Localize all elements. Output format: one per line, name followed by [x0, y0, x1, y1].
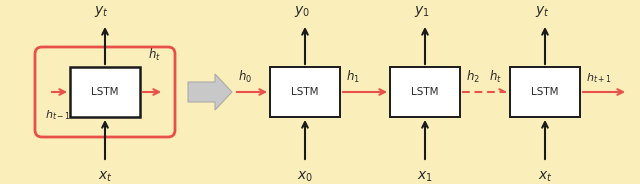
Text: $y_t$: $y_t$	[93, 4, 108, 19]
Text: $h_{t-1}$: $h_{t-1}$	[45, 108, 71, 122]
FancyBboxPatch shape	[270, 67, 340, 117]
Text: LSTM: LSTM	[531, 87, 559, 97]
Text: $h_1$: $h_1$	[346, 69, 360, 85]
Text: $h_{t+1}$: $h_{t+1}$	[586, 71, 612, 85]
Text: $x_t$: $x_t$	[538, 170, 552, 184]
Text: LSTM: LSTM	[92, 87, 119, 97]
Polygon shape	[188, 74, 232, 110]
FancyBboxPatch shape	[390, 67, 460, 117]
Text: $x_1$: $x_1$	[417, 170, 433, 184]
Text: $h_0$: $h_0$	[238, 69, 252, 85]
Text: $y_0$: $y_0$	[294, 4, 310, 19]
Text: $h_2$: $h_2$	[466, 69, 480, 85]
FancyBboxPatch shape	[510, 67, 580, 117]
Text: $x_t$: $x_t$	[98, 170, 113, 184]
Text: $h_t$: $h_t$	[148, 47, 161, 63]
Text: $y_t$: $y_t$	[534, 4, 549, 19]
Text: $y_1$: $y_1$	[414, 4, 430, 19]
Text: $h_t$: $h_t$	[489, 69, 502, 85]
Text: LSTM: LSTM	[291, 87, 319, 97]
Text: $x_0$: $x_0$	[297, 170, 313, 184]
FancyBboxPatch shape	[70, 67, 140, 117]
Text: LSTM: LSTM	[412, 87, 439, 97]
